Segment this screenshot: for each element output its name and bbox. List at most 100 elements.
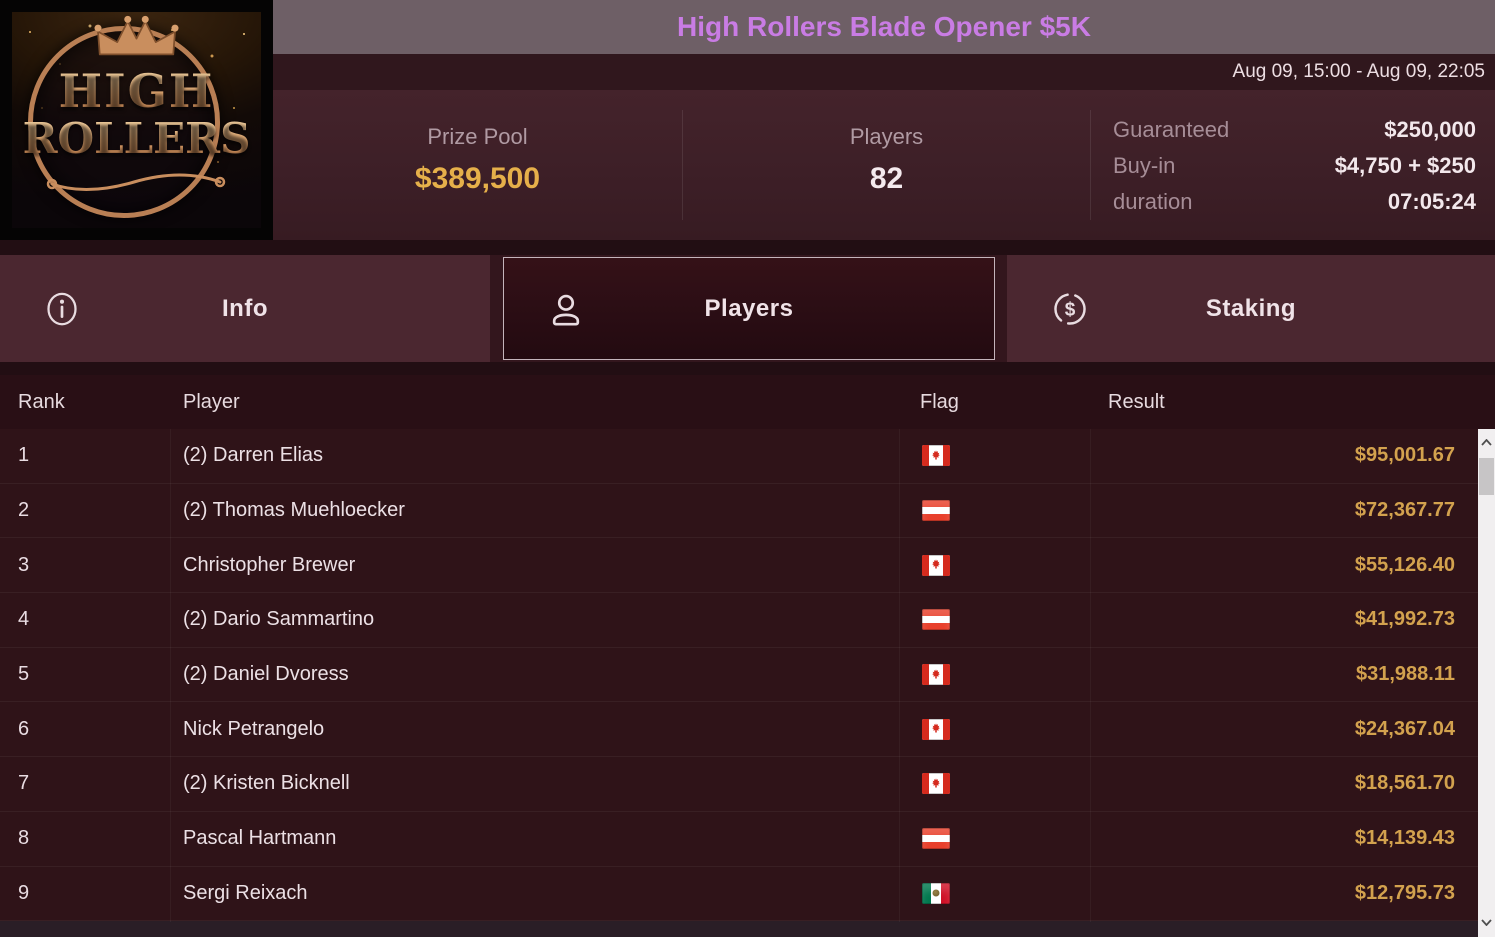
- player-name: Sergi Reixach: [183, 881, 308, 904]
- tournament-details-block: Guaranteed $250,000 Buy-in $4,750 + $250…: [1113, 90, 1476, 240]
- tab-staking-label: Staking: [1205, 294, 1297, 322]
- rank-cell: 8: [18, 827, 30, 850]
- player-name: (2) Kristen Bicknell: [183, 772, 350, 795]
- table-row[interactable]: 6 Nick Petrangelo $24,367.04: [0, 702, 1495, 758]
- rank-cell: 3: [18, 553, 30, 576]
- guaranteed-value: $250,000: [1384, 117, 1476, 142]
- column-header-result: Result: [1108, 390, 1165, 413]
- player-name: Christopher Brewer: [183, 553, 356, 576]
- tab-info[interactable]: Info: [0, 255, 490, 362]
- result-value: $31,988.11: [1356, 663, 1455, 686]
- maple-leaf-icon: [932, 778, 940, 788]
- column-divider: [1090, 429, 1091, 922]
- buy-in-label: Buy-in: [1113, 153, 1176, 178]
- table-row[interactable]: 1 (2) Darren Elias $95,001.67: [0, 429, 1495, 484]
- tab-staking[interactable]: $ Staking: [1007, 255, 1495, 362]
- maple-leaf-icon: [932, 668, 940, 679]
- table-row[interactable]: 2 (2) Thomas Muehloecker $72,367.77: [0, 484, 1495, 539]
- flag-cell: [899, 429, 1090, 483]
- maple-leaf-icon: [932, 450, 940, 460]
- prize-pool-value: $389,500: [414, 162, 541, 195]
- table-row[interactable]: 4 (2) Dario Sammartino $41,992.73: [0, 593, 1495, 648]
- scrollbar-thumb[interactable]: [1479, 458, 1494, 495]
- stats-panel: Prize Pool $389,500 Players 82 Guarantee…: [273, 90, 1495, 240]
- rank-cell: 2: [18, 499, 30, 522]
- table-row-partial: [0, 921, 1495, 937]
- flag-cell: [899, 757, 1090, 811]
- column-divider: [170, 429, 171, 922]
- stats-divider: [1090, 110, 1091, 220]
- tab-info-label: Info: [222, 294, 268, 322]
- flag-cell: [899, 812, 1090, 866]
- result-value: $24,367.04: [1354, 717, 1455, 740]
- dollar-circle-icon: $: [1054, 292, 1086, 325]
- table-row[interactable]: 9 Sergi Reixach $12,795.73: [0, 867, 1495, 922]
- scrollbar-up-button[interactable]: [1478, 431, 1495, 453]
- high-rollers-logo-image: HIGH ROLLERS: [12, 12, 261, 228]
- result-value: $95,001.67: [1354, 444, 1455, 467]
- date-bar: Aug 09, 15:00 - Aug 09, 22:05: [273, 54, 1495, 90]
- tournament-logo: HIGH ROLLERS: [0, 0, 273, 240]
- table-row[interactable]: 3 Christopher Brewer $55,126.40: [0, 538, 1495, 594]
- result-value: $14,139.43: [1354, 827, 1455, 850]
- flag-cell: [899, 648, 1090, 702]
- tab-players-label: Players: [704, 294, 794, 322]
- rank-cell: 1: [18, 444, 30, 467]
- result-value: $55,126.40: [1354, 553, 1455, 576]
- flag-cell: [899, 484, 1090, 538]
- flag-cell: [899, 867, 1090, 921]
- maple-leaf-icon: [932, 723, 940, 733]
- info-icon: [47, 292, 77, 325]
- result-value: $41,992.73: [1354, 608, 1455, 631]
- scrollbar-track[interactable]: [1478, 429, 1495, 937]
- prize-pool-label: Prize Pool: [427, 124, 528, 149]
- page-title: High Rollers Blade Opener $5K: [677, 11, 1091, 42]
- prize-pool-block: Prize Pool $389,500: [273, 90, 682, 240]
- flag-mexico-icon: [922, 882, 950, 904]
- tab-bar: Info Players $ Staking: [0, 255, 1495, 362]
- rank-cell: 7: [18, 772, 30, 795]
- result-value: $12,795.73: [1354, 881, 1455, 904]
- players-label: Players: [849, 124, 924, 149]
- result-value: $72,367.77: [1354, 499, 1455, 522]
- buy-in-value: $4,750 + $250: [1334, 153, 1476, 178]
- table-row[interactable]: 8 Pascal Hartmann $14,139.43: [0, 812, 1495, 867]
- logo-text-rollers: ROLLERS: [12, 114, 261, 163]
- tournament-date-range: Aug 09, 15:00 - Aug 09, 22:05: [1232, 61, 1485, 82]
- player-name: (2) Daniel Dvoress: [183, 663, 349, 686]
- flag-canada-icon: [922, 554, 950, 576]
- player-name: (2) Thomas Muehloecker: [183, 499, 405, 522]
- players-count-value: 82: [869, 162, 904, 195]
- maple-leaf-icon: [932, 559, 940, 569]
- player-name: (2) Dario Sammartino: [183, 608, 375, 631]
- column-header-rank: Rank: [18, 390, 65, 413]
- player-name: Pascal Hartmann: [183, 827, 337, 850]
- flag-cell: [899, 593, 1090, 647]
- logo-text-high: HIGH: [12, 64, 261, 118]
- rank-cell: 9: [18, 881, 30, 904]
- player-name: (2) Darren Elias: [183, 444, 324, 467]
- duration-value: 07:05:24: [1387, 189, 1476, 214]
- table-row[interactable]: 7 (2) Kristen Bicknell $18,561.70: [0, 757, 1495, 812]
- duration-label: duration: [1113, 189, 1193, 214]
- rank-cell: 4: [18, 608, 30, 631]
- flag-canada-icon: [922, 445, 950, 467]
- rank-cell: 5: [18, 663, 30, 686]
- flag-austria-icon: [922, 828, 950, 850]
- player-name: Nick Petrangelo: [183, 717, 325, 740]
- column-header-flag: Flag: [920, 390, 959, 413]
- svg-text:$: $: [1065, 299, 1076, 320]
- result-value: $18,561.70: [1354, 772, 1455, 795]
- flag-canada-icon: [922, 664, 950, 686]
- stats-divider: [682, 110, 683, 220]
- logo-flourish: [46, 173, 226, 191]
- players-count-block: Players 82: [683, 90, 1090, 240]
- chevron-up-icon: [1481, 438, 1492, 446]
- table-row[interactable]: 5 (2) Daniel Dvoress $31,988.11: [0, 648, 1495, 703]
- flag-cell: [899, 702, 1090, 756]
- column-divider: [899, 429, 900, 922]
- table-header: Rank Player Flag Result: [0, 375, 1495, 429]
- scrollbar-down-button[interactable]: [1478, 911, 1495, 933]
- tab-players[interactable]: Players: [503, 257, 995, 360]
